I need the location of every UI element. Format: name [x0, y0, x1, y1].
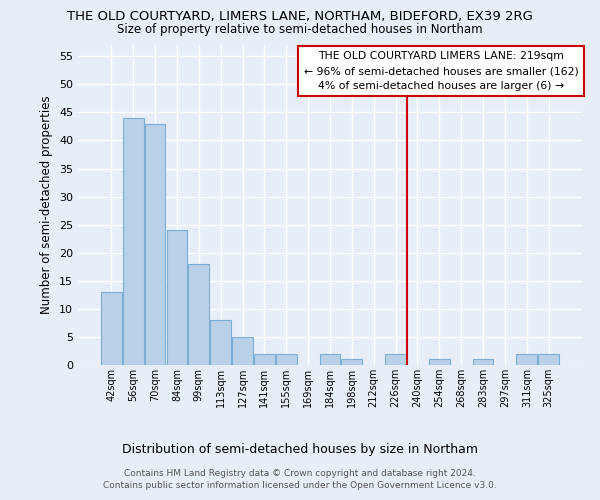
Bar [167, 230, 187, 365]
Bar [232, 337, 253, 365]
Bar [517, 354, 537, 365]
Text: Size of property relative to semi-detached houses in Northam: Size of property relative to semi-detach… [117, 22, 483, 36]
Text: Contains HM Land Registry data © Crown copyright and database right 2024.
Contai: Contains HM Land Registry data © Crown c… [103, 468, 497, 490]
Y-axis label: Number of semi-detached properties: Number of semi-detached properties [40, 96, 53, 314]
Bar [123, 118, 143, 365]
Bar [210, 320, 231, 365]
Text: THE OLD COURTYARD LIMERS LANE: 219sqm
← 96% of semi-detached houses are smaller : THE OLD COURTYARD LIMERS LANE: 219sqm ← … [304, 52, 578, 91]
Bar [188, 264, 209, 365]
Bar [538, 354, 559, 365]
Bar [145, 124, 166, 365]
Text: Distribution of semi-detached houses by size in Northam: Distribution of semi-detached houses by … [122, 442, 478, 456]
Bar [276, 354, 296, 365]
Bar [341, 360, 362, 365]
Bar [385, 354, 406, 365]
Bar [101, 292, 122, 365]
Bar [473, 360, 493, 365]
Bar [254, 354, 275, 365]
Bar [429, 360, 450, 365]
Text: THE OLD COURTYARD, LIMERS LANE, NORTHAM, BIDEFORD, EX39 2RG: THE OLD COURTYARD, LIMERS LANE, NORTHAM,… [67, 10, 533, 23]
Bar [320, 354, 340, 365]
